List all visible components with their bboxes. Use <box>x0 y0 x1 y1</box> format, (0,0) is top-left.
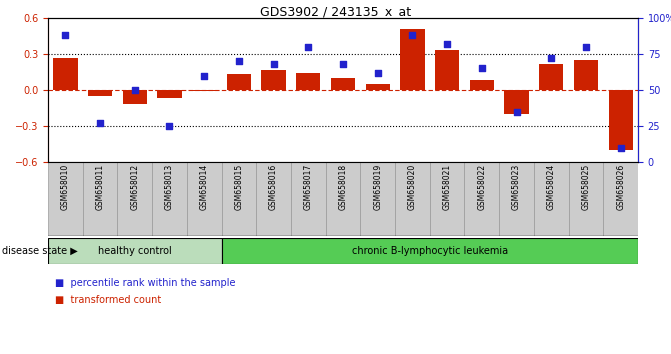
Text: ■  percentile rank within the sample: ■ percentile rank within the sample <box>55 278 236 289</box>
Text: GSM658025: GSM658025 <box>582 164 590 211</box>
Point <box>372 70 383 75</box>
Bar <box>48 238 221 264</box>
Bar <box>221 162 256 236</box>
Text: healthy control: healthy control <box>98 246 172 256</box>
Point <box>164 123 175 129</box>
Bar <box>192 90 216 91</box>
Bar <box>401 29 425 90</box>
Bar <box>157 90 182 98</box>
Bar <box>187 162 221 236</box>
Point <box>338 61 348 67</box>
Point <box>476 65 487 71</box>
Point <box>546 56 557 61</box>
Bar <box>360 162 395 236</box>
Text: GSM658023: GSM658023 <box>512 164 521 211</box>
Bar <box>117 162 152 236</box>
Point <box>407 33 418 38</box>
Text: GSM658018: GSM658018 <box>338 164 348 210</box>
Bar <box>325 162 360 236</box>
Point <box>442 41 452 47</box>
Text: chronic B-lymphocytic leukemia: chronic B-lymphocytic leukemia <box>352 246 508 256</box>
Bar <box>603 162 638 236</box>
Text: GSM658026: GSM658026 <box>616 164 625 211</box>
Bar <box>534 162 568 236</box>
Bar <box>53 58 77 90</box>
Text: GSM658024: GSM658024 <box>547 164 556 211</box>
Bar <box>464 162 499 236</box>
Bar <box>395 162 429 236</box>
Bar <box>296 73 321 90</box>
Bar <box>123 90 147 104</box>
Bar <box>499 162 534 236</box>
Bar <box>227 74 251 90</box>
Point <box>580 44 591 50</box>
Text: GSM658010: GSM658010 <box>61 164 70 211</box>
Text: GSM658012: GSM658012 <box>130 164 140 210</box>
Point <box>615 145 626 150</box>
Bar <box>48 162 83 236</box>
Text: GSM658021: GSM658021 <box>443 164 452 210</box>
Text: GSM658014: GSM658014 <box>200 164 209 211</box>
Point <box>268 61 279 67</box>
Bar <box>574 60 598 90</box>
Point <box>199 73 209 79</box>
Text: GSM658019: GSM658019 <box>373 164 382 211</box>
Bar <box>331 78 355 90</box>
Bar <box>366 84 390 90</box>
Text: GDS3902 / 243135_x_at: GDS3902 / 243135_x_at <box>260 5 411 18</box>
Bar <box>435 50 459 90</box>
Bar <box>609 90 633 150</box>
Bar <box>256 162 291 236</box>
Point <box>303 44 313 50</box>
Text: GSM658017: GSM658017 <box>304 164 313 211</box>
Text: GSM658015: GSM658015 <box>234 164 244 211</box>
Bar <box>429 162 464 236</box>
Bar <box>568 162 603 236</box>
Text: disease state ▶: disease state ▶ <box>2 246 78 256</box>
Bar <box>83 162 117 236</box>
Bar <box>221 238 638 264</box>
Bar <box>539 64 564 90</box>
Text: ■  transformed count: ■ transformed count <box>55 296 161 306</box>
Text: GSM658011: GSM658011 <box>95 164 105 210</box>
Bar <box>152 162 187 236</box>
Point <box>130 87 140 93</box>
Bar <box>505 90 529 114</box>
Text: GSM658016: GSM658016 <box>269 164 278 211</box>
Text: GSM658022: GSM658022 <box>477 164 486 210</box>
Point <box>234 58 244 64</box>
Text: GSM658020: GSM658020 <box>408 164 417 211</box>
Bar <box>262 70 286 90</box>
Bar <box>88 90 112 96</box>
Point <box>60 33 70 38</box>
Point <box>95 120 105 126</box>
Point <box>511 109 522 114</box>
Text: GSM658013: GSM658013 <box>165 164 174 211</box>
Bar <box>470 80 494 90</box>
Bar <box>291 162 325 236</box>
